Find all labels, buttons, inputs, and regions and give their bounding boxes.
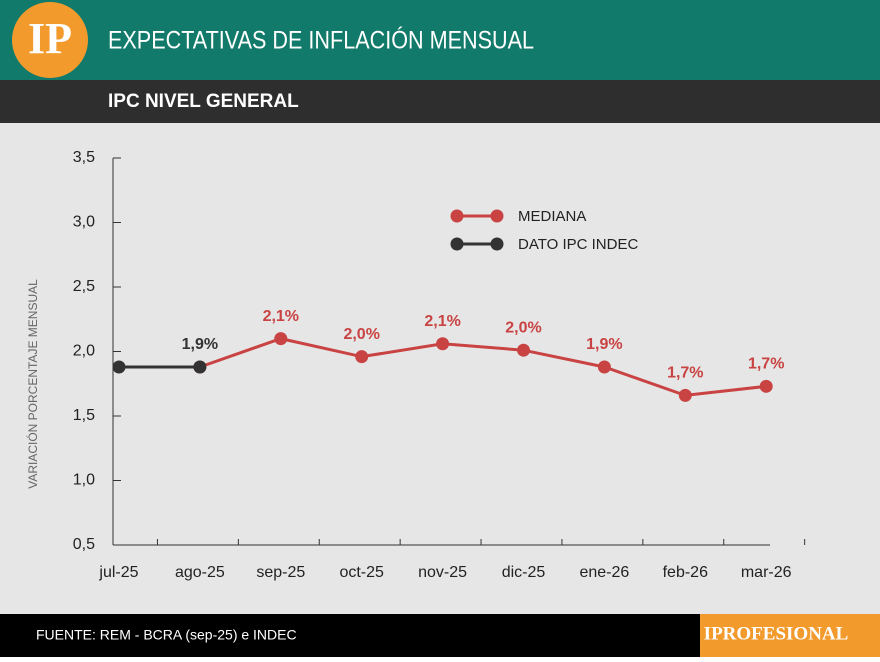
data-point <box>759 379 773 393</box>
logo-circle <box>12 2 88 78</box>
data-point <box>517 343 530 357</box>
x-tick-label: nov-25 <box>418 564 467 581</box>
y-tick-label: 2,0 <box>73 343 95 360</box>
x-tick-label: sep-25 <box>256 564 305 581</box>
legend-marker <box>490 209 504 223</box>
data-label: 1,7% <box>748 356 784 373</box>
data-label: 2,0% <box>343 326 379 343</box>
brand: IPROFESIONAL <box>704 623 849 644</box>
plot-background <box>0 123 880 614</box>
series-line <box>199 337 767 397</box>
data-point <box>274 332 288 346</box>
y-axis-label: VARIACIÓN PORCENTAJE MENSUAL <box>25 279 40 489</box>
data-point <box>678 388 692 402</box>
data-label: 1,7% <box>667 365 703 382</box>
y-tick-label: 1,0 <box>73 472 95 489</box>
legend-label: DATO IPC INDEC <box>518 236 638 253</box>
legend-marker <box>450 237 464 251</box>
data-point <box>436 337 450 351</box>
data-label: 1,9% <box>586 336 622 353</box>
x-tick-label: feb-26 <box>663 564 708 581</box>
logo: IP <box>28 14 72 63</box>
y-tick-label: 3,5 <box>73 149 95 166</box>
y-tick-label: 2,5 <box>73 278 95 295</box>
x-tick-label: dic-25 <box>502 564 546 581</box>
x-tick-label: jul-25 <box>98 564 138 581</box>
data-point <box>193 360 207 374</box>
data-point <box>597 360 611 374</box>
x-tick-label: ene-26 <box>579 564 629 581</box>
footer-source: FUENTE: REM - BCRA (sep-25) e INDEC <box>36 627 297 643</box>
y-tick-label: 0,5 <box>73 536 95 553</box>
legend-marker <box>490 237 504 251</box>
data-label: 1,9% <box>182 336 218 353</box>
title: EXPECTATIVAS DE INFLACIÓN MENSUAL <box>108 26 534 55</box>
data-label: 2,1% <box>424 313 460 330</box>
legend-marker <box>450 209 464 223</box>
y-tick-label: 1,5 <box>73 407 95 424</box>
header-bar <box>0 0 880 80</box>
x-tick-label: ago-25 <box>175 564 225 581</box>
data-label: 2,1% <box>263 308 299 325</box>
subtitle: IPC NIVEL GENERAL <box>108 91 299 112</box>
subtitle-bar <box>0 80 880 123</box>
data-point <box>355 350 369 364</box>
x-tick-label: oct-25 <box>339 564 384 581</box>
y-tick-label: 3,0 <box>73 214 95 231</box>
data-label: 2,0% <box>505 319 541 336</box>
data-point <box>112 360 126 374</box>
legend-label: MEDIANA <box>518 208 586 225</box>
brand-box <box>700 614 880 657</box>
x-tick-label: mar-26 <box>741 564 792 581</box>
